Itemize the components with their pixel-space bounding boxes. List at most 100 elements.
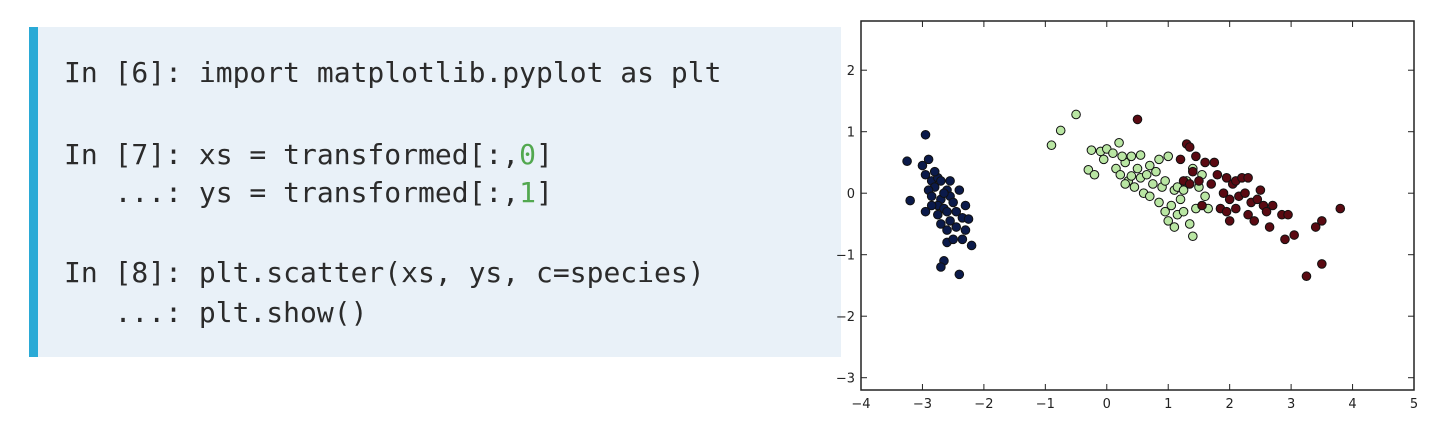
scatter-point xyxy=(1126,151,1137,162)
y-tick-label: 2 xyxy=(847,64,855,79)
scatter-point xyxy=(905,195,915,206)
scatter-point xyxy=(1144,191,1155,202)
scatter-point xyxy=(966,240,977,251)
scatter-point xyxy=(902,156,912,167)
scatter-point xyxy=(1261,206,1272,217)
scatter-point xyxy=(1240,188,1250,198)
scatter-point xyxy=(1191,151,1201,162)
scatter-point xyxy=(1255,185,1266,195)
scatter-point xyxy=(1098,154,1109,165)
scatter-point xyxy=(948,197,958,208)
scatter-point xyxy=(1206,179,1217,189)
scatter-point xyxy=(1126,171,1137,181)
scatter-point xyxy=(1120,179,1131,189)
scatter-point xyxy=(1178,206,1189,217)
scatter-point xyxy=(1114,137,1124,148)
code-text: plt.show() xyxy=(198,296,368,329)
code-text: ] xyxy=(536,176,553,209)
scatter-point xyxy=(1115,169,1126,180)
scatter-point xyxy=(1089,169,1100,180)
scatter-point xyxy=(1046,140,1057,151)
scatter-point xyxy=(1267,200,1278,211)
scatter-point xyxy=(1071,109,1081,120)
scatter-point xyxy=(1132,114,1143,125)
scatter-point xyxy=(1055,125,1066,136)
scatter-point xyxy=(1212,169,1223,180)
x-tick-label: −3 xyxy=(913,397,932,412)
scatter-point xyxy=(1243,173,1253,183)
scatter-point xyxy=(948,234,958,245)
scatter-point xyxy=(951,222,962,232)
scatter-point xyxy=(1335,203,1346,214)
scatter-point xyxy=(1264,222,1275,232)
scatter-point xyxy=(1144,160,1155,171)
scatter-point xyxy=(936,262,946,272)
scatter-point xyxy=(1184,142,1195,152)
scatter-point xyxy=(926,200,937,211)
scatter-point xyxy=(954,269,965,280)
scatter-point xyxy=(936,219,946,229)
scatter-point xyxy=(1184,179,1195,189)
scatter-point xyxy=(1317,259,1327,269)
scatter-point xyxy=(1197,200,1207,211)
scatter-point xyxy=(917,160,928,171)
scatter-point xyxy=(1175,154,1186,165)
scatter-point xyxy=(960,200,971,211)
scatter-point xyxy=(1221,173,1232,183)
scatter-point xyxy=(1310,222,1321,232)
x-tick-label: 5 xyxy=(1410,397,1418,412)
y-tick-label: −3 xyxy=(836,372,855,387)
code-number: 0 xyxy=(519,138,537,171)
scatter-point xyxy=(960,225,971,235)
x-tick-label: 3 xyxy=(1287,397,1295,412)
scatter-point xyxy=(923,154,934,165)
code-text: plt.scatter(xs, ys, c=species) xyxy=(198,256,705,289)
scatter-point xyxy=(954,185,965,195)
scatter-point xyxy=(1117,151,1127,162)
scatter-point xyxy=(1163,216,1174,226)
prompt-in6: In [6]: xyxy=(64,56,199,89)
scatter-point xyxy=(1154,197,1164,208)
scatter-point xyxy=(920,206,931,217)
scatter-point xyxy=(1252,194,1263,205)
scatter-point xyxy=(1283,209,1293,220)
prompt-continuation: ...: xyxy=(64,176,199,209)
scatter-point xyxy=(1086,145,1097,155)
x-tick-label: 4 xyxy=(1348,397,1356,412)
x-tick-label: 0 xyxy=(1103,397,1111,412)
code-text: ] xyxy=(536,138,553,171)
scatter-point xyxy=(951,206,962,217)
scatter-point xyxy=(1188,166,1198,177)
code-line-in7: In [7]: xs = transformed[:,0] xyxy=(64,137,553,173)
scatter-point xyxy=(1160,176,1170,186)
scatter-point xyxy=(1200,191,1210,202)
scatter-point xyxy=(1218,188,1229,198)
scatter-point xyxy=(957,234,968,245)
scatter-point xyxy=(945,176,955,186)
x-tick-label: −4 xyxy=(851,397,870,412)
code-text: xs = transformed[:, xyxy=(198,138,520,171)
scatter-point xyxy=(1301,271,1312,282)
scatter-point xyxy=(1231,203,1241,214)
scatter-point xyxy=(963,214,974,224)
scatter-point xyxy=(1209,157,1220,168)
scatter-point xyxy=(939,188,949,198)
prompt-continuation: ...: xyxy=(64,296,199,329)
code-line-cont7: ...: ys = transformed[:,1] xyxy=(64,175,553,211)
scatter-point xyxy=(942,206,952,217)
scatter-point xyxy=(1175,194,1186,205)
scatter-point xyxy=(1224,194,1235,205)
prompt-in8: In [8]: xyxy=(64,256,199,289)
scatter-point xyxy=(1249,216,1260,226)
scatter-point xyxy=(1108,148,1118,159)
scatter-point xyxy=(1184,219,1195,229)
scatter-point xyxy=(1243,209,1253,220)
scatter-point xyxy=(936,176,946,186)
y-tick-label: −2 xyxy=(836,310,855,325)
scatter-point xyxy=(1132,163,1143,174)
scatter-point xyxy=(1160,206,1170,217)
scatter-point xyxy=(920,169,931,180)
scatter-point xyxy=(1166,200,1177,211)
scatter-point xyxy=(929,166,940,177)
